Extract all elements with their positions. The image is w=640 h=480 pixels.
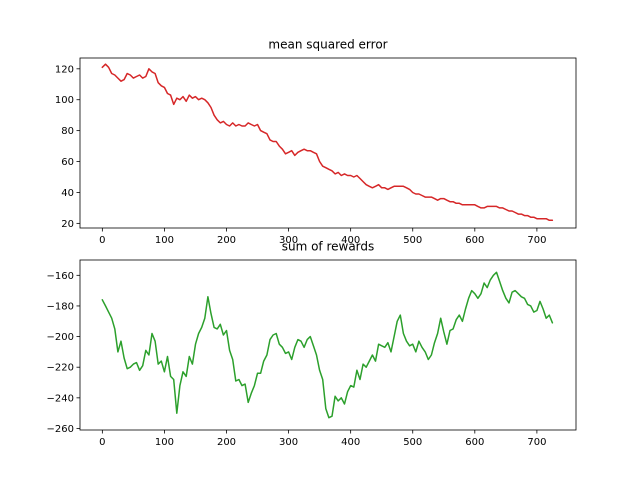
mse-y-tick-label: 80 <box>61 126 74 137</box>
mse-y-tick-label: 100 <box>55 95 74 106</box>
mse-x-tick-label: 700 <box>527 235 546 246</box>
rewards-x-tick-label: 400 <box>341 437 360 448</box>
rewards-plot-frame <box>79 259 577 431</box>
rewards-series-line <box>101 271 554 419</box>
rewards-y-tick-label: −260 <box>47 424 74 435</box>
mse-series-line <box>101 63 554 222</box>
rewards-y-axis: −260 −240 −220 −200 −180 −160 <box>47 271 80 435</box>
rewards-x-tick-label: 500 <box>403 437 422 448</box>
mse-x-tick-label: 0 <box>99 235 105 246</box>
mse-y-axis: 20 40 60 80 100 120 <box>55 64 80 230</box>
rewards-y-tick-label: −200 <box>47 332 74 343</box>
rewards-x-tick-label: 100 <box>155 437 174 448</box>
mse-x-axis: 0 100 200 300 400 500 600 700 <box>99 228 546 246</box>
rewards-y-tick-label: −240 <box>47 393 74 404</box>
rewards-x-tick-label: 700 <box>527 437 546 448</box>
mse-y-tick-label: 20 <box>61 219 74 230</box>
mse-x-tick-label: 400 <box>341 235 360 246</box>
mse-y-tick-label: 60 <box>61 157 74 168</box>
rewards-y-tick-label: −180 <box>47 301 74 312</box>
rewards-x-axis: 0 100 200 300 400 500 600 700 <box>99 430 546 448</box>
rewards-y-tick-label: −160 <box>47 271 74 282</box>
mse-x-tick-label: 100 <box>155 235 174 246</box>
mse-x-tick-label: 500 <box>403 235 422 246</box>
rewards-series <box>101 271 554 419</box>
rewards-chart: sum of rewards 0 100 200 300 400 500 600 700 −2… <box>47 240 577 448</box>
mse-y-tick-label: 40 <box>61 188 74 199</box>
rewards-x-tick-label: 200 <box>217 437 236 448</box>
rewards-x-tick-label: 600 <box>465 437 484 448</box>
mse-plot-frame <box>79 57 577 229</box>
mse-x-tick-label: 200 <box>217 235 236 246</box>
mse-chart: mean squared error 0 100 200 300 400 500 600 70… <box>55 38 577 246</box>
rewards-x-tick-label: 300 <box>279 437 298 448</box>
rewards-y-tick-label: −220 <box>47 363 74 374</box>
rewards-chart-title: sum of rewards <box>282 240 375 254</box>
mse-series <box>101 63 554 222</box>
rewards-x-tick-label: 0 <box>99 437 105 448</box>
mse-y-tick-label: 120 <box>55 64 74 75</box>
mse-x-tick-label: 300 <box>279 235 298 246</box>
mse-x-tick-label: 600 <box>465 235 484 246</box>
mse-chart-title: mean squared error <box>268 38 387 52</box>
